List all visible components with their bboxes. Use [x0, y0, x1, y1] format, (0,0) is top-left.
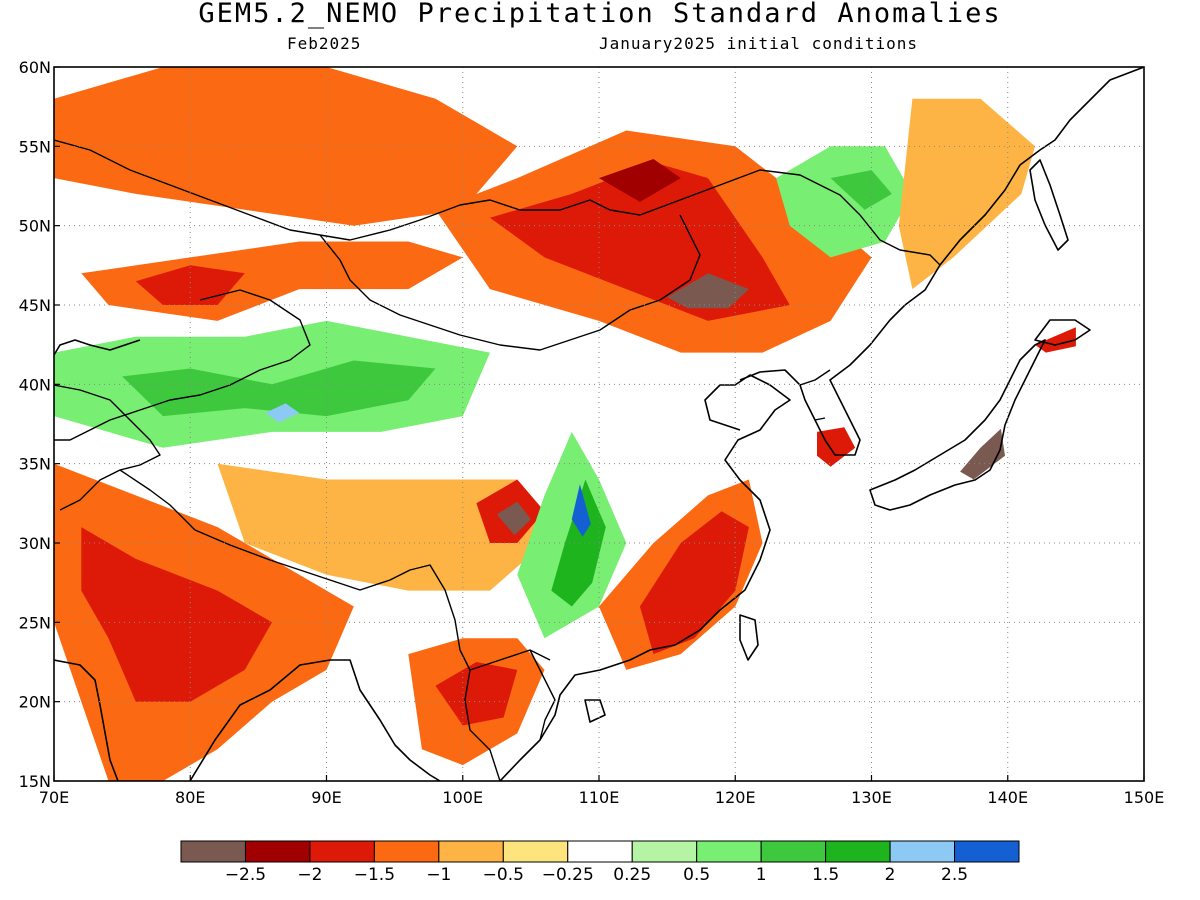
lat-tick-label: 30N: [19, 534, 51, 553]
anomaly-region-northeast-wet: [776, 146, 913, 258]
colorbar-swatch: [696, 840, 762, 863]
colorbar-swatch: [567, 840, 633, 863]
lon-tick-label: 120E: [715, 788, 756, 807]
colorbar-label: −1: [426, 865, 451, 885]
colorbar-label: −0.5: [483, 865, 524, 885]
colorbar-swatch: [631, 840, 698, 863]
longitude-ticks: 70E 80E 90E 100E 110E 120E 130E 140E 150E: [39, 775, 1165, 807]
latitude-ticks: 15N 20N 25N 30N 35N 40N 45N 50N 55N 60N: [19, 58, 60, 791]
lat-tick-label: 60N: [19, 58, 51, 77]
colorbar-label: 2: [885, 865, 896, 885]
border-korea: [799, 369, 831, 421]
anomaly-region-west-siberia-dry: [54, 67, 518, 226]
border-kazakh-china: [54, 289, 311, 441]
anomaly-region-northeast-wet-core: [830, 170, 892, 210]
lat-tick-label: 35N: [19, 455, 51, 474]
anomaly-region-japan-dry-core: [960, 428, 1005, 480]
lon-tick-label: 90E: [311, 788, 341, 807]
anomaly-region-tibet-dry: [217, 463, 545, 591]
border-indochina: [464, 649, 556, 781]
colorbar-swatch: [244, 840, 311, 863]
lon-tick-label: 130E: [851, 788, 892, 807]
colorbar-label: 2.5: [941, 865, 968, 885]
colorbar-swatch: [180, 840, 246, 863]
colorbar-label: 0.25: [613, 865, 651, 885]
lat-tick-label: 15N: [19, 772, 51, 791]
lat-tick-label: 55N: [19, 137, 51, 156]
colorbar-label: −2.5: [225, 865, 266, 885]
anomaly-region-inner-mongolia-core: [667, 273, 749, 309]
country-borders: [54, 139, 941, 781]
grid-lines: [54, 67, 1144, 781]
anomaly-region-southeast-china-core: [639, 511, 749, 655]
anomaly-region-baikal-deep-core: [599, 159, 681, 202]
colorbar-swatch: [825, 840, 891, 863]
colorbar-label: 0.5: [683, 865, 710, 885]
anomaly-region-south-china-wet-core: [551, 479, 606, 607]
anomaly-region-india-dry-core: [81, 527, 272, 702]
colorbar-swatch: [438, 840, 504, 863]
anomaly-region-central-asia-wet-core: [122, 360, 436, 417]
anomaly-fields: [54, 67, 1076, 781]
lon-tick-label: 150E: [1124, 788, 1165, 807]
colorbar-swatch: [889, 840, 956, 863]
colorbar-swatch: [760, 840, 827, 863]
map-title: GEM5.2_NEMO Precipitation Standard Anoma…: [198, 0, 1002, 29]
forecast-month: Feb2025: [287, 34, 362, 53]
colorbar: −2.5 −2 −1.5 −1 −0.5 −0.25 0.25 0.5 1 1.5 2 2.5: [180, 840, 1020, 885]
colorbar-swatch: [954, 840, 1020, 863]
colorbar-swatch: [309, 840, 375, 863]
colorbar-label: 1: [756, 865, 767, 885]
border-central-asia: [54, 384, 161, 511]
coastline-east-asia: [54, 67, 1144, 781]
initial-conditions: January2025 initial conditions: [599, 34, 918, 53]
anomaly-region-hokkaido-dry: [1035, 327, 1076, 353]
lon-tick-label: 100E: [442, 788, 483, 807]
coastlines: [54, 67, 1144, 781]
lat-tick-label: 50N: [19, 217, 51, 236]
lat-tick-label: 25N: [19, 613, 51, 632]
coastline-japan: [584, 319, 1091, 723]
border-mongolia-china: [319, 214, 701, 351]
lat-tick-label: 45N: [19, 296, 51, 315]
anomaly-region-tarim-wet-core: [265, 403, 300, 423]
colorbar-label: −1.5: [354, 865, 395, 885]
lon-tick-label: 110E: [579, 788, 620, 807]
lat-tick-label: 40N: [19, 375, 51, 394]
colorbar-swatch: [502, 840, 569, 863]
anomaly-region-south-china-deep: [571, 484, 591, 537]
anomaly-region-sichuan-deep-core: [496, 501, 531, 536]
anomaly-region-indochina-core: [435, 662, 518, 726]
border-russia: [54, 139, 941, 266]
lon-tick-label: 70E: [39, 788, 69, 807]
colorbar-swatch: [373, 840, 440, 863]
colorbar-label: −2: [297, 865, 322, 885]
colorbar-label: −0.25: [542, 865, 594, 885]
lon-tick-label: 140E: [987, 788, 1028, 807]
lon-tick-label: 80E: [175, 788, 205, 807]
lat-tick-label: 20N: [19, 693, 51, 712]
colorbar-label: 1.5: [812, 865, 839, 885]
anomaly-region-sakhalin-dry: [898, 98, 1035, 290]
coastline-sakhalin: [1029, 159, 1069, 251]
anomaly-region-korea-dry: [817, 427, 856, 467]
